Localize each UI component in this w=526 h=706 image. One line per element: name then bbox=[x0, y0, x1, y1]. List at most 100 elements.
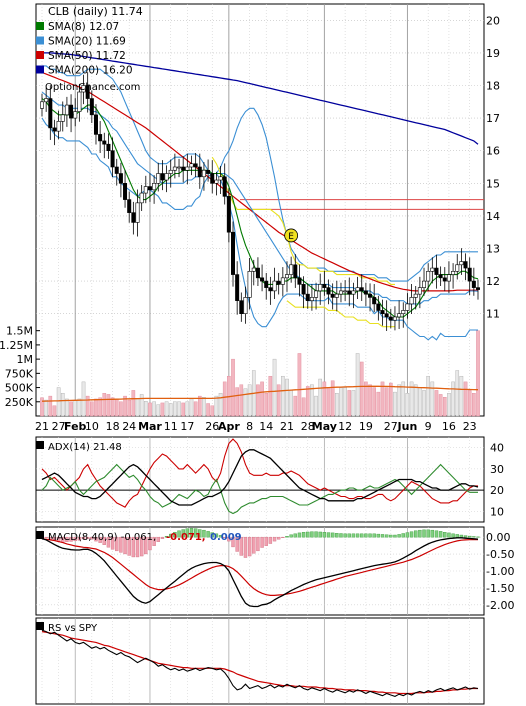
candle-body bbox=[123, 183, 128, 200]
price-indicator-lines bbox=[41, 52, 479, 341]
macd-histogram-bar bbox=[330, 532, 335, 538]
volume-bar bbox=[467, 390, 472, 417]
volume-bar bbox=[206, 403, 210, 417]
candle-body bbox=[110, 150, 115, 168]
candle-body bbox=[98, 134, 103, 142]
candle-body bbox=[438, 274, 443, 279]
candle-body bbox=[343, 290, 348, 293]
candle bbox=[280, 267, 285, 297]
candle-body bbox=[347, 290, 352, 295]
candle-body bbox=[455, 264, 460, 272]
price-tick-label: 16 bbox=[486, 145, 500, 158]
candle-body bbox=[143, 186, 148, 194]
volume-bar bbox=[339, 387, 343, 417]
macd-histogram-bar bbox=[293, 533, 297, 538]
legend-swatch bbox=[36, 51, 44, 59]
macd-histogram-bar bbox=[148, 536, 152, 551]
price-tick-label: 11 bbox=[486, 308, 500, 321]
candle-body bbox=[147, 186, 152, 191]
macd-histogram-bar bbox=[256, 536, 260, 552]
candle-body bbox=[467, 267, 472, 282]
macd-histogram-bar bbox=[218, 535, 223, 538]
macd-histogram-bar bbox=[169, 533, 173, 538]
macd-histogram-bar bbox=[459, 534, 464, 538]
candle bbox=[81, 74, 86, 105]
bollinger-lower-line bbox=[41, 117, 478, 341]
candle bbox=[93, 104, 98, 145]
candle-body bbox=[114, 166, 119, 174]
rs-legend-swatch bbox=[36, 622, 44, 630]
macd-panel: 0.00 -0.50 -1.00 -1.50 -2.00 MACD(8,40,9) -0… bbox=[36, 528, 514, 612]
volume-bar bbox=[305, 386, 310, 417]
candle-body bbox=[56, 121, 61, 132]
candle-body bbox=[409, 297, 414, 305]
volume-tick-label: 1.5M bbox=[6, 325, 33, 338]
candle bbox=[77, 83, 82, 122]
macd-histogram-bar bbox=[102, 536, 106, 545]
candle bbox=[201, 162, 206, 191]
candle bbox=[98, 121, 103, 153]
candle-body bbox=[380, 310, 385, 315]
keltner-lower-line bbox=[286, 300, 395, 328]
candle-body bbox=[48, 98, 53, 129]
candle bbox=[48, 85, 53, 140]
macd-legend-swatch bbox=[36, 531, 44, 539]
candle-body bbox=[405, 303, 410, 311]
macd-histogram-bar bbox=[160, 536, 165, 539]
candle-body bbox=[251, 267, 256, 272]
candle bbox=[455, 254, 460, 280]
candle bbox=[301, 276, 306, 309]
candle bbox=[118, 162, 123, 198]
date-tick-label: 21 bbox=[280, 420, 294, 433]
date-tick-label: 27 bbox=[52, 420, 66, 433]
volume-bar bbox=[376, 391, 381, 417]
macd-histogram-bar bbox=[260, 536, 264, 548]
volume-bar bbox=[247, 384, 252, 417]
candle-body bbox=[231, 231, 236, 275]
chart-title: CLB (daily) 11.74 bbox=[48, 5, 143, 18]
volume-bar bbox=[106, 394, 111, 417]
volume-bar bbox=[231, 358, 235, 417]
volume-bar bbox=[264, 393, 269, 417]
volume-bar bbox=[472, 393, 476, 417]
panel-frames bbox=[35, 3, 485, 705]
macd-histogram-bar bbox=[94, 536, 98, 542]
volume-bar bbox=[434, 390, 439, 417]
volume-bar bbox=[384, 387, 389, 417]
candle bbox=[343, 280, 348, 301]
candle bbox=[64, 96, 69, 127]
volume-bar bbox=[127, 399, 131, 417]
candle-body bbox=[135, 202, 140, 223]
macd-histogram-bar bbox=[326, 532, 331, 538]
macd-histogram-bar bbox=[409, 531, 414, 538]
macd-histogram-bar bbox=[272, 536, 277, 542]
candle bbox=[139, 184, 144, 212]
volume-bar bbox=[393, 391, 397, 417]
candle bbox=[251, 259, 256, 286]
volume-bar bbox=[463, 381, 468, 417]
macd-histogram-bar bbox=[310, 531, 314, 538]
date-tick-label: 18 bbox=[106, 420, 120, 433]
macd-histogram-bar bbox=[351, 533, 356, 538]
candle bbox=[193, 152, 198, 178]
volume-tick-label: 500K bbox=[5, 382, 34, 395]
volume-bar bbox=[189, 398, 194, 417]
macd-histogram-bar bbox=[164, 536, 169, 538]
candle bbox=[417, 276, 422, 309]
macd-histogram-bar bbox=[65, 536, 69, 542]
candle-body bbox=[413, 293, 418, 298]
volume-bar bbox=[301, 397, 306, 417]
candle-body bbox=[268, 287, 273, 292]
macd-histogram-bar bbox=[48, 536, 53, 540]
macd-histogram-bar bbox=[289, 534, 293, 538]
candle-body bbox=[401, 310, 406, 315]
macd-histogram-bar bbox=[306, 531, 310, 538]
candle bbox=[206, 159, 211, 182]
date-tick-label: Apr bbox=[218, 420, 240, 433]
candle-body bbox=[376, 303, 381, 311]
volume-bar bbox=[73, 399, 78, 417]
macd-histogram-bar bbox=[451, 533, 455, 538]
volume-bar bbox=[177, 401, 181, 417]
